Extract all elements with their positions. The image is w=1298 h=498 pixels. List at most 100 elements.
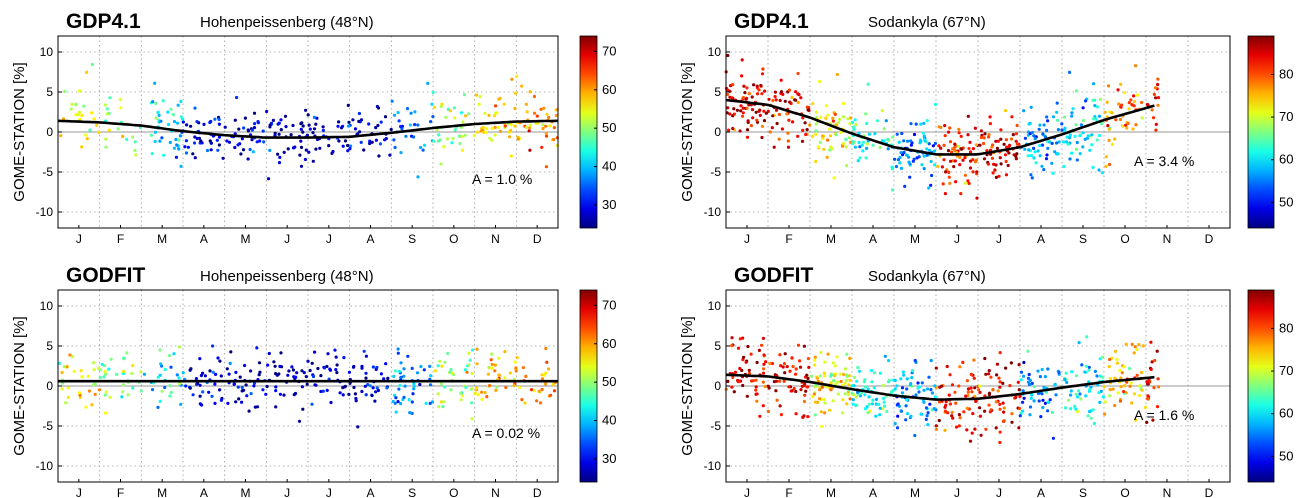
data-point [770,126,774,130]
data-point [277,161,282,165]
data-point [763,89,767,93]
data-point [1095,138,1099,142]
data-point [1074,123,1078,127]
data-point [268,148,272,152]
data-point [162,153,166,157]
data-point [877,402,881,406]
x-tick-label: N [1163,232,1172,246]
data-point [794,412,798,416]
data-point [833,374,837,378]
data-point [226,401,230,405]
data-point [1048,140,1052,144]
data-point [1043,401,1047,405]
data-point [421,148,425,152]
data-point [899,377,903,381]
data-point [74,103,78,107]
data-point [277,132,281,136]
data-point [928,148,932,152]
data-point [1101,395,1105,399]
data-point [362,349,366,353]
data-point [393,369,397,373]
data-point [770,361,775,366]
data-point [1090,143,1094,147]
data-point [85,137,89,141]
data-point [929,358,933,363]
data-point [57,361,62,365]
data-point [446,351,450,356]
colorbar-tick-label: 70 [1279,363,1293,378]
data-point [788,369,792,373]
data-point [225,367,229,371]
data-point [1032,134,1036,138]
data-point [761,380,765,384]
data-point [533,111,537,115]
colorbar-tick-label: 50 [1279,194,1293,209]
data-point [1033,137,1037,141]
data-point [319,374,323,378]
data-point [1084,394,1088,398]
data-point [191,152,195,156]
data-point [1009,361,1014,365]
data-point [183,145,187,149]
data-point [909,414,913,418]
x-tick-label: M [910,486,920,498]
data-point [525,110,529,114]
data-point [103,369,107,374]
data-point [333,348,337,352]
data-point [303,157,307,162]
data-point [408,411,412,415]
data-point [1053,383,1057,387]
data-point [66,395,70,399]
x-tick-label: F [117,232,124,246]
data-point [1046,146,1050,150]
data-point [740,114,745,118]
station-title: Sodankyla (67°N) [868,14,986,31]
data-point [844,145,848,149]
data-point [941,182,945,186]
x-tick-label: O [449,486,458,498]
data-point [308,368,312,373]
data-point [62,365,66,369]
data-point [520,84,524,88]
data-point [279,118,283,122]
y-tick-label: -10 [704,459,722,473]
data-point [1079,123,1083,127]
data-point [246,157,250,161]
data-point [943,409,948,413]
data-point [503,124,507,128]
data-point [513,360,517,364]
data-point [849,116,853,120]
data-point [352,385,356,390]
data-point [778,353,782,357]
data-point [493,369,497,373]
data-point [998,440,1002,445]
data-point [221,156,225,160]
data-point [1140,100,1144,105]
data-point [863,407,868,411]
data-point [1131,127,1135,131]
data-point [297,419,302,423]
data-point [1120,371,1124,375]
data-point [174,155,178,159]
data-point [510,77,514,81]
data-point [301,130,305,134]
data-point [1156,103,1160,107]
data-point [836,121,840,125]
data-point [1078,152,1082,156]
data-point [243,363,247,368]
data-point [179,99,183,104]
data-point [410,366,414,370]
data-point [92,361,96,365]
data-point [299,139,303,143]
data-point [995,362,1000,366]
data-point [181,371,185,375]
data-point [976,388,981,392]
data-point [142,372,146,376]
data-point [754,378,758,382]
x-tick-label: A [366,232,374,246]
data-point [995,146,1000,150]
data-point [820,424,824,429]
data-point [805,105,809,109]
data-point [1050,141,1054,145]
data-point [741,106,745,110]
